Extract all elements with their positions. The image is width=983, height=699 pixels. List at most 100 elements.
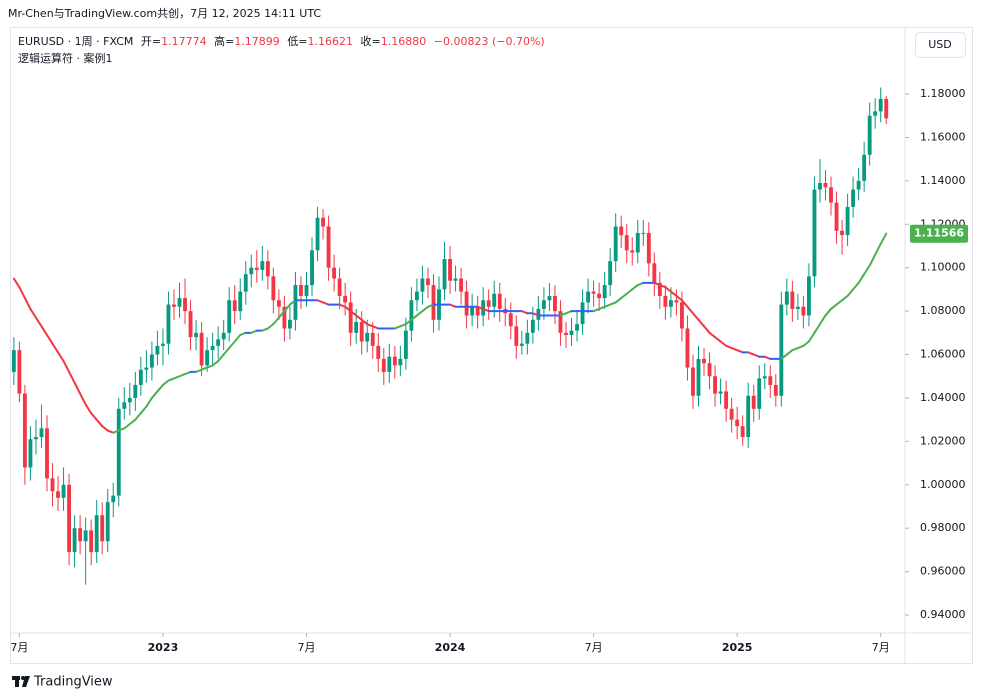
legend-close-label: 收= bbox=[361, 34, 381, 48]
legend-open: 1.17774 bbox=[161, 35, 207, 48]
candle-body bbox=[426, 278, 430, 286]
ma-segment bbox=[680, 299, 689, 308]
y-tick-label: 1.06000 bbox=[920, 348, 966, 361]
y-tick-label: 1.08000 bbox=[920, 304, 966, 317]
ma-segment bbox=[697, 318, 706, 328]
candle-body bbox=[183, 298, 187, 312]
candle-body bbox=[762, 376, 767, 379]
candle-body bbox=[619, 226, 624, 236]
ma-segment bbox=[708, 331, 717, 339]
candle-body bbox=[818, 183, 822, 190]
candle-body bbox=[779, 304, 784, 396]
footer-logo bbox=[12, 676, 30, 687]
candle-body bbox=[608, 261, 613, 286]
candle-body bbox=[387, 356, 392, 372]
candle-body bbox=[862, 154, 867, 181]
ma-segment bbox=[691, 312, 700, 321]
ma-price-label: 1.11566 bbox=[914, 227, 964, 240]
candle-body bbox=[591, 291, 596, 294]
ma-segment bbox=[686, 305, 694, 315]
candle-body bbox=[575, 324, 579, 331]
candle-body bbox=[851, 189, 856, 207]
candle-body bbox=[381, 358, 386, 372]
x-tick-label: 7月 bbox=[297, 641, 315, 654]
candle-body bbox=[39, 428, 44, 438]
logo-stem bbox=[15, 676, 19, 687]
candle-body bbox=[194, 332, 198, 338]
ma-segment bbox=[874, 242, 882, 256]
candle-body bbox=[94, 515, 99, 553]
candle-body bbox=[790, 291, 795, 309]
legend: EURUSD · 1周 · FXCM 开=1.17774 高=1.17899 低… bbox=[18, 34, 545, 48]
currency-button[interactable] bbox=[915, 32, 966, 58]
x-tick-label: 7月 bbox=[585, 641, 603, 654]
candle-body bbox=[613, 226, 618, 262]
candle-body bbox=[823, 183, 828, 188]
candle-body bbox=[564, 332, 568, 335]
candle-body bbox=[470, 306, 475, 316]
x-tick-label: 2025 bbox=[722, 641, 753, 654]
candle-body bbox=[172, 304, 176, 307]
legend-low-label: 低= bbox=[287, 35, 307, 48]
y-tick-label: 1.14000 bbox=[920, 174, 966, 187]
y-tick-label: 1.02000 bbox=[920, 434, 966, 447]
ma-segment bbox=[12, 277, 21, 289]
ma-segment bbox=[18, 286, 26, 300]
candle-body bbox=[343, 295, 348, 303]
ma-segment bbox=[852, 281, 860, 291]
candle-body bbox=[188, 311, 193, 338]
candle-body bbox=[83, 530, 88, 542]
candle-body bbox=[50, 478, 55, 492]
candle-body bbox=[729, 408, 734, 420]
ma-segment bbox=[719, 340, 728, 347]
candle-body bbox=[310, 250, 314, 286]
candle-body bbox=[751, 395, 756, 409]
ma-segment bbox=[233, 333, 242, 343]
candle-body bbox=[111, 495, 116, 503]
candle-body bbox=[89, 530, 94, 553]
ma-segment bbox=[404, 318, 413, 326]
x-tick-label: 7月 bbox=[10, 641, 28, 654]
candle-body bbox=[332, 267, 337, 279]
candle-body bbox=[806, 276, 811, 316]
candle-body bbox=[464, 291, 469, 316]
ma-segment bbox=[123, 423, 131, 430]
ma-segment bbox=[23, 297, 32, 310]
ma-segment bbox=[830, 303, 838, 310]
candle-body bbox=[652, 263, 657, 283]
ma-segment bbox=[40, 325, 48, 336]
candle-body bbox=[34, 437, 38, 440]
candle-body bbox=[757, 378, 762, 409]
candle-body bbox=[668, 300, 673, 307]
ma-segment bbox=[863, 264, 871, 276]
ma-segment bbox=[128, 418, 137, 426]
candle-body bbox=[834, 202, 839, 231]
ma-segment bbox=[84, 403, 93, 415]
y-tick-label: 1.16000 bbox=[920, 130, 966, 143]
ma-segment bbox=[90, 412, 98, 421]
indicator-name: 逻辑运算符 · 案例1 bbox=[18, 51, 113, 65]
candle-body bbox=[116, 408, 121, 496]
ma-segment bbox=[211, 360, 220, 367]
candle-body bbox=[105, 502, 110, 542]
ma-segment bbox=[818, 314, 827, 326]
candle-body bbox=[232, 300, 237, 312]
ma-segment bbox=[145, 396, 153, 408]
candle-body bbox=[635, 232, 640, 253]
legend-low: 1.16621 bbox=[308, 35, 354, 48]
candle-body bbox=[78, 528, 83, 542]
candle-body bbox=[691, 367, 695, 396]
candle-body bbox=[359, 321, 364, 342]
candle-body bbox=[481, 300, 486, 316]
candle-body bbox=[718, 391, 723, 394]
credit: Mr-Chen与TradingView.com共创，7月 12, 2025 14… bbox=[8, 7, 321, 20]
candle-body bbox=[260, 261, 265, 270]
candle-body bbox=[795, 306, 800, 309]
candle-body bbox=[569, 330, 574, 335]
candle-body bbox=[663, 295, 668, 307]
ma-price-tag bbox=[910, 224, 968, 243]
candle-body bbox=[282, 306, 287, 329]
candle-body bbox=[707, 363, 712, 377]
currency-label[interactable]: USD bbox=[928, 38, 952, 51]
candle-body bbox=[713, 376, 718, 394]
